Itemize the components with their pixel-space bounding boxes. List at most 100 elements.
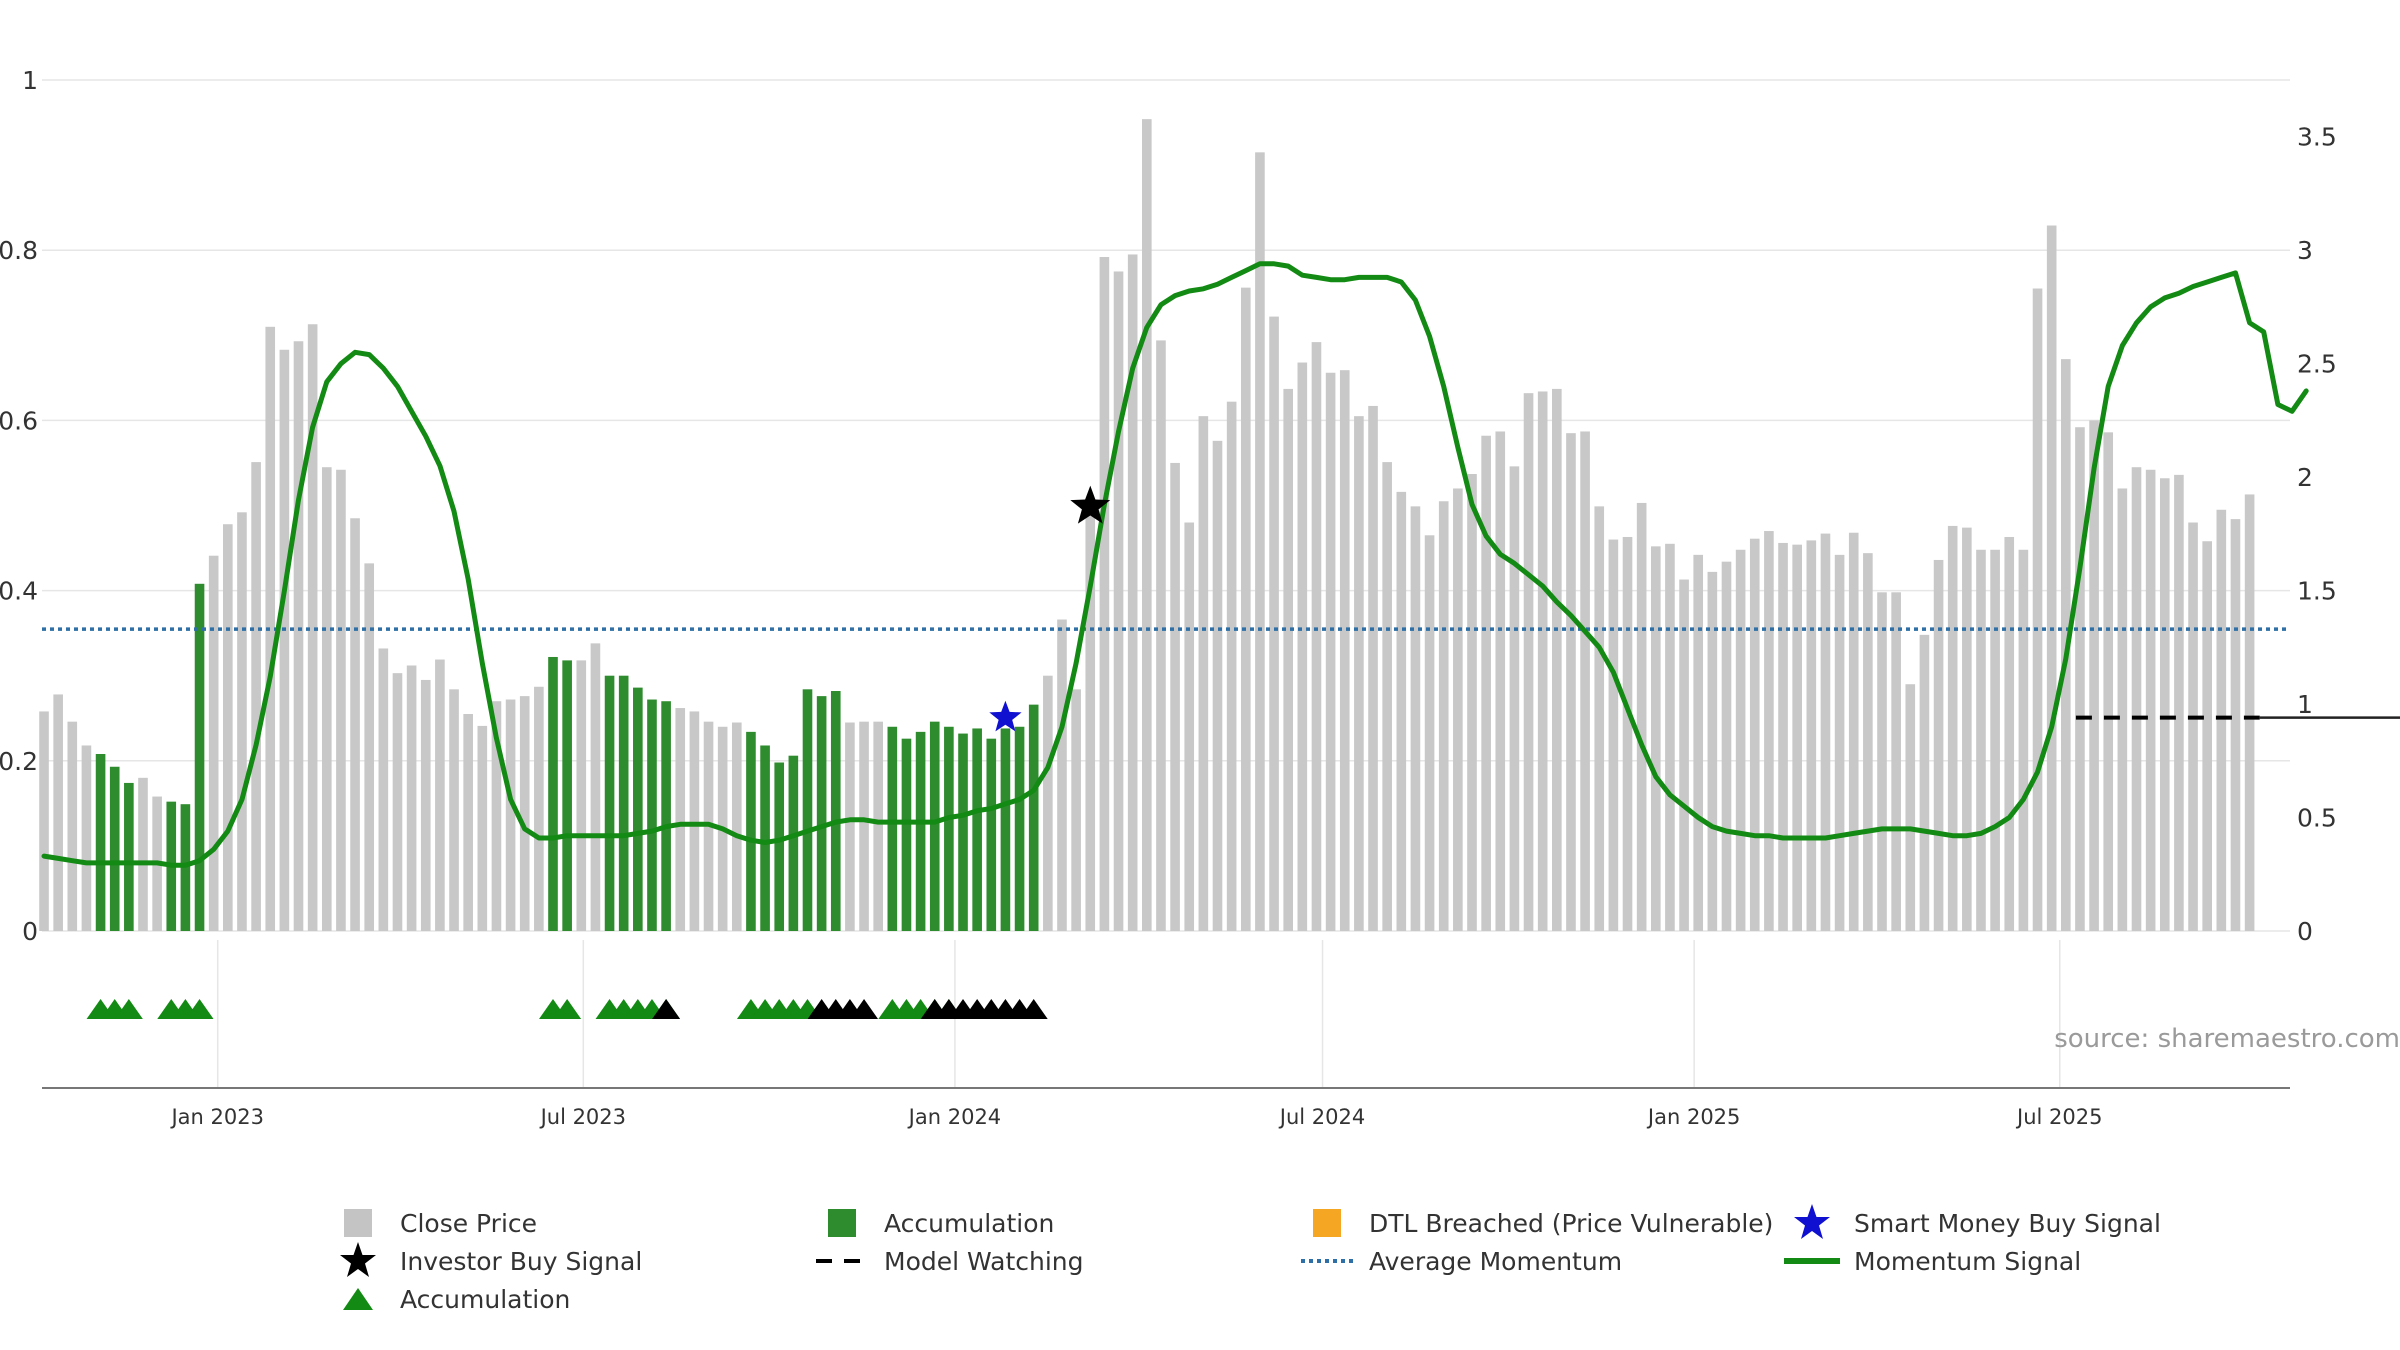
y-left-tick-label: 0.8 <box>0 236 38 265</box>
close-price-bar <box>1735 549 1746 931</box>
close-price-bar <box>1919 634 1930 931</box>
close-price-bar <box>1764 531 1774 931</box>
close-price-bar <box>1453 488 1463 931</box>
close-price-bar <box>1495 431 1506 931</box>
close-price-bar <box>2188 522 2198 931</box>
close-price-bar <box>1537 391 1548 931</box>
close-price-bars <box>39 119 2255 932</box>
dotted-line-icon <box>1301 1259 1353 1263</box>
close-price-bar <box>1198 416 1209 931</box>
close-price-bar <box>1410 506 1421 931</box>
x-tick-label: Jul 2023 <box>539 1105 626 1129</box>
accumulation-bar <box>802 689 813 931</box>
accumulation-bar <box>915 731 926 931</box>
accumulation-swatch-icon <box>828 1209 856 1237</box>
accumulation-bar <box>1000 728 1011 931</box>
investor-buy-star-icon <box>340 1242 376 1277</box>
black-triangle <box>1019 999 1048 1019</box>
close-price-bar <box>1749 538 1760 931</box>
chart: 0 0.2 0.4 0.6 0.8 1 0 0.5 1 1.5 2 2.5 3 3.5 Jan 2023 Ju… <box>0 66 2400 1129</box>
close-price-bar <box>675 708 686 931</box>
y-left-tick-label: 1 <box>22 66 38 95</box>
close-price-bar <box>1382 462 1392 931</box>
close-price-bar <box>2004 536 2015 931</box>
axes: 0 0.2 0.4 0.6 0.8 1 0 0.5 1 1.5 2 2.5 3 3.5 Jan 2023 Ju… <box>0 66 2337 1129</box>
close-price-bar <box>1891 592 1901 931</box>
accumulation-bar <box>774 762 785 931</box>
signal-markers <box>86 485 1111 1019</box>
close-price-bar <box>1043 675 1053 931</box>
close-price-bar <box>1962 527 1972 931</box>
close-price-bar <box>392 673 403 931</box>
close-price-bar <box>859 721 869 931</box>
accumulation-bar <box>760 745 770 931</box>
close-price-bar <box>449 689 459 931</box>
legend: Close Price Accumulation DTL Breached (P… <box>0 1204 2400 1338</box>
close-price-bar <box>576 660 587 931</box>
close-price-bar <box>1099 257 1110 931</box>
y-right-tick-label: 2.5 <box>2297 350 2337 379</box>
close-price-bar <box>1806 540 1817 931</box>
dashed-line-icon <box>816 1259 868 1263</box>
close-price-bar <box>2216 509 2227 931</box>
close-price-bar <box>1523 393 1534 932</box>
close-price-bar <box>1339 370 1350 931</box>
accumulation-bar <box>958 733 968 931</box>
close-price-bar <box>1396 491 1407 931</box>
accumulation-bar <box>661 701 671 931</box>
solid-line-icon <box>1784 1258 1840 1264</box>
close-price-bar <box>1608 539 1619 931</box>
close-price-bar <box>1947 525 1958 931</box>
accumulation-bar <box>109 766 120 931</box>
close-price-bar <box>2046 225 2057 931</box>
close-price-bar <box>2117 488 2128 931</box>
dtl-swatch-icon <box>1313 1209 1341 1237</box>
accumulation-bar <box>124 782 134 931</box>
close-price-bar <box>1566 433 1576 931</box>
close-price-bar <box>1848 532 1859 931</box>
close-price-bar <box>2018 549 2029 931</box>
legend-dtl-breached: DTL Breached (Price Vulnerable) <box>1297 1208 1773 1238</box>
y-right-tick-label: 0 <box>2297 917 2313 946</box>
black-triangle <box>652 999 681 1019</box>
accumulation-bar <box>830 691 841 931</box>
accumulation-bar <box>944 726 954 931</box>
close-price-bar <box>1226 401 1237 932</box>
close-price-bar <box>1721 561 1732 931</box>
close-price-bar <box>1622 536 1633 931</box>
close-price-bar <box>81 745 92 931</box>
close-price-bar <box>1665 543 1675 931</box>
x-tick-label: Jul 2024 <box>1278 1105 1365 1129</box>
y-right-tick-label: 3.5 <box>2297 123 2337 152</box>
close-price-bar <box>1184 522 1195 931</box>
accumulation-bar <box>901 738 912 931</box>
close-price-bar <box>364 563 375 931</box>
close-price-bar <box>1552 388 1562 932</box>
accumulation-bar <box>548 656 558 931</box>
close-price-bar <box>689 711 700 931</box>
accumulation-bar <box>986 738 997 931</box>
close-price-bar <box>873 721 883 931</box>
close-price-bar <box>2145 469 2156 931</box>
close-price-bar <box>2075 427 2085 931</box>
close-price-bar <box>420 679 431 931</box>
y-right-tick-label: 1 <box>2297 690 2313 719</box>
close-price-bar <box>534 686 544 931</box>
close-price-bar <box>1650 546 1661 931</box>
close-price-bar <box>406 665 417 931</box>
close-price-bar <box>2032 288 2043 931</box>
close-price-bar <box>1071 689 1081 931</box>
close-price-bar <box>336 469 346 931</box>
close-price-bar <box>2244 494 2255 931</box>
close-price-bar <box>2089 420 2099 931</box>
close-price-bar <box>1368 405 1378 932</box>
close-price-bar <box>1778 542 1788 931</box>
accumulation-bar <box>604 675 615 931</box>
close-price-bar <box>1792 544 1802 931</box>
close-price-bar <box>1509 466 1520 931</box>
black-triangle <box>850 999 879 1019</box>
accumulation-bar <box>887 726 898 931</box>
close-price-bar <box>1990 549 2000 931</box>
close-price-bar <box>1424 535 1435 931</box>
close-price-bar <box>67 721 78 931</box>
